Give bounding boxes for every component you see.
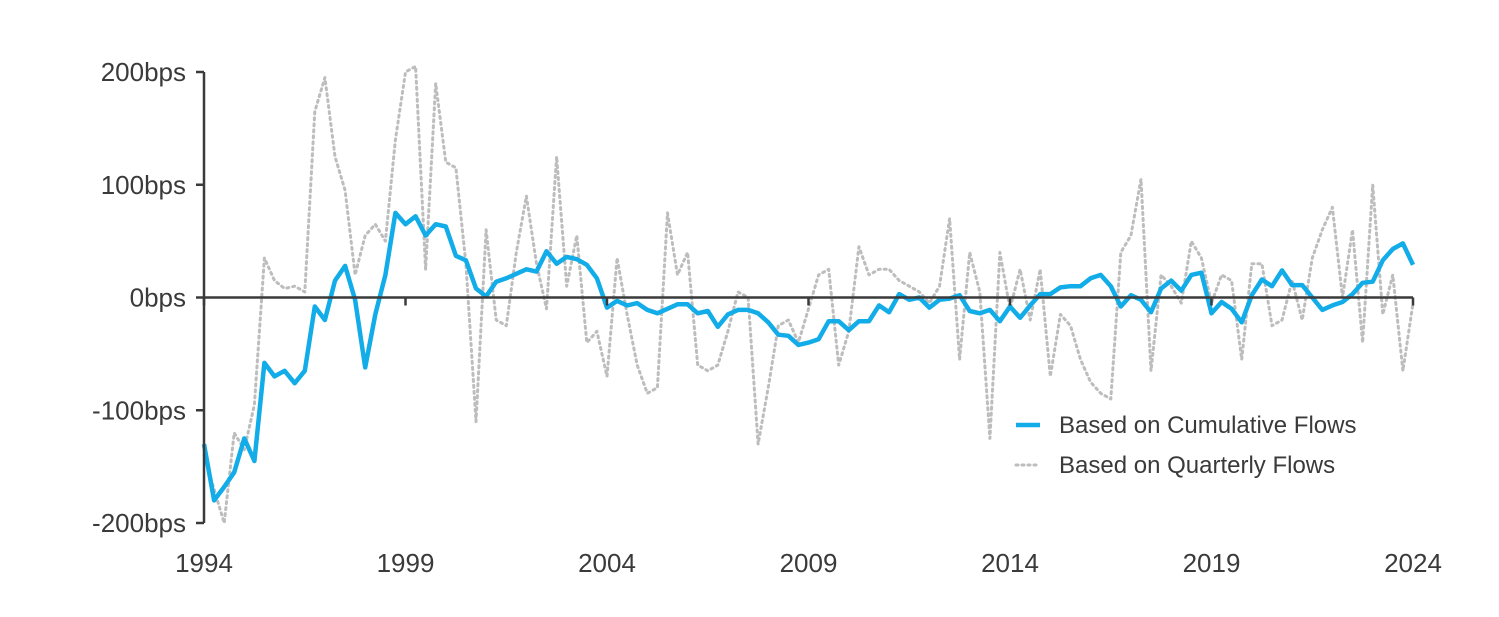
- legend-label-quarterly: Based on Quarterly Flows: [1059, 452, 1335, 479]
- series-line-cumulative: [201, 210, 1416, 503]
- x-tick-label: 2019: [1183, 548, 1241, 578]
- x-tick-label: 2004: [578, 548, 636, 578]
- y-tick-label: 100bps: [101, 170, 186, 200]
- y-tick-label: 200bps: [101, 57, 186, 87]
- y-ticks: 200bps 100bps 0bps -100bps -200bps: [92, 57, 204, 538]
- x-tick-label: 2014: [981, 548, 1039, 578]
- x-ticks: 1994 1999 2004 2009 2014 2019 2024: [175, 297, 1442, 578]
- legend: Based on Cumulative Flows Based on Quart…: [1014, 412, 1356, 479]
- legend-label-cumulative: Based on Cumulative Flows: [1059, 412, 1356, 439]
- y-tick-label: -200bps: [92, 508, 186, 538]
- y-tick-label: 0bps: [130, 283, 186, 313]
- y-tick-label: -100bps: [92, 395, 186, 425]
- x-tick-label: 2009: [780, 548, 838, 578]
- x-tick-label: 1994: [175, 548, 233, 578]
- x-tick-label: 2024: [1384, 548, 1442, 578]
- x-tick-label: 1999: [377, 548, 435, 578]
